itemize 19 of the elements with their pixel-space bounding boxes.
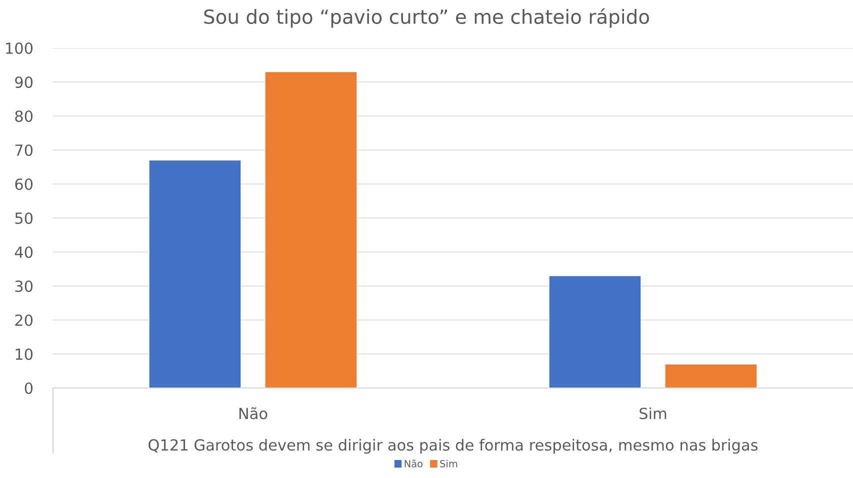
bar (264, 71, 358, 388)
bar (548, 275, 642, 388)
y-tick-label: 30 (15, 280, 33, 292)
y-tick-label: 40 (14, 246, 33, 258)
y-tick-label: 0 (24, 382, 33, 394)
y-tick-label: 10 (16, 348, 33, 360)
bar (148, 160, 242, 388)
bar (664, 364, 758, 388)
y-tick-label: 70 (15, 144, 33, 156)
x-axis-title: Q121 Garotos devem se dirigir aos pais de forma respeitosa, mesmo nas brigas (148, 438, 758, 454)
y-tick-label: 60 (15, 178, 33, 190)
legend-label: Sim (440, 460, 458, 468)
legend-label: Não (404, 460, 422, 468)
y-tick-label: 80 (15, 110, 33, 122)
chart-title: Sou do tipo “pavio curto” e me chateio rápido (204, 8, 649, 28)
y-tick-label: 90 (15, 76, 33, 88)
y-tick-label: 100 (6, 42, 33, 54)
y-tick-label: 20 (15, 314, 33, 326)
y-tick-label: 50 (15, 212, 33, 224)
